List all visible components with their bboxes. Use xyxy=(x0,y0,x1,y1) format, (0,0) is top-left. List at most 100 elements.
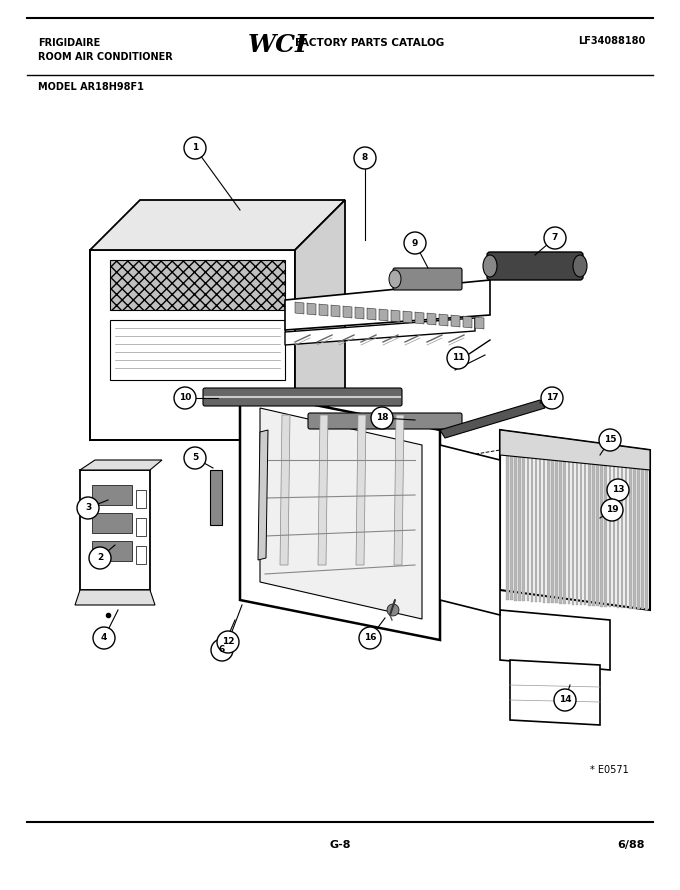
Circle shape xyxy=(77,497,99,519)
Polygon shape xyxy=(92,485,132,505)
Polygon shape xyxy=(440,445,500,615)
Polygon shape xyxy=(629,458,632,609)
Polygon shape xyxy=(427,313,436,325)
Polygon shape xyxy=(110,320,285,380)
Text: 13: 13 xyxy=(612,486,624,495)
Polygon shape xyxy=(518,451,521,601)
Text: 17: 17 xyxy=(545,393,558,402)
Circle shape xyxy=(404,232,426,254)
Text: 10: 10 xyxy=(179,393,191,402)
Polygon shape xyxy=(440,400,545,438)
Text: 1: 1 xyxy=(192,143,198,152)
Polygon shape xyxy=(260,408,422,619)
Polygon shape xyxy=(633,459,636,609)
Polygon shape xyxy=(451,315,460,327)
FancyBboxPatch shape xyxy=(487,252,583,280)
Polygon shape xyxy=(307,303,316,315)
Circle shape xyxy=(544,227,566,249)
Polygon shape xyxy=(588,456,590,606)
Text: 6/88: 6/88 xyxy=(617,840,645,850)
Polygon shape xyxy=(555,453,558,603)
Polygon shape xyxy=(596,457,598,606)
Polygon shape xyxy=(285,280,490,330)
Polygon shape xyxy=(475,317,484,329)
Text: 12: 12 xyxy=(222,637,234,646)
Polygon shape xyxy=(379,309,388,321)
Text: ROOM AIR CONDITIONER: ROOM AIR CONDITIONER xyxy=(38,52,173,62)
Text: 7: 7 xyxy=(551,233,558,242)
Text: FACTORY PARTS CATALOG: FACTORY PARTS CATALOG xyxy=(295,38,444,48)
Polygon shape xyxy=(500,430,650,470)
Text: FRIGIDAIRE: FRIGIDAIRE xyxy=(38,38,100,48)
Polygon shape xyxy=(625,458,628,609)
Circle shape xyxy=(354,147,376,169)
Bar xyxy=(136,546,146,564)
Circle shape xyxy=(184,447,206,469)
FancyBboxPatch shape xyxy=(393,268,462,290)
Polygon shape xyxy=(318,415,328,565)
Circle shape xyxy=(601,499,623,521)
Circle shape xyxy=(211,639,233,661)
Text: 8: 8 xyxy=(362,153,368,163)
Polygon shape xyxy=(75,590,155,605)
Polygon shape xyxy=(403,311,412,323)
Circle shape xyxy=(387,604,399,616)
Polygon shape xyxy=(530,452,533,602)
Polygon shape xyxy=(110,260,285,310)
Text: G-8: G-8 xyxy=(329,840,351,850)
Circle shape xyxy=(93,627,115,649)
Polygon shape xyxy=(80,470,150,590)
Circle shape xyxy=(359,627,381,649)
Polygon shape xyxy=(356,415,366,565)
FancyBboxPatch shape xyxy=(308,413,462,429)
Polygon shape xyxy=(613,457,615,608)
Text: 18: 18 xyxy=(376,414,388,423)
Text: 19: 19 xyxy=(606,506,618,514)
Polygon shape xyxy=(258,430,268,560)
Bar xyxy=(136,490,146,508)
Polygon shape xyxy=(319,304,328,316)
Polygon shape xyxy=(621,458,624,608)
Polygon shape xyxy=(526,451,529,602)
Text: 11: 11 xyxy=(452,353,464,362)
Polygon shape xyxy=(343,306,352,318)
Polygon shape xyxy=(564,454,566,604)
Ellipse shape xyxy=(483,255,497,277)
Polygon shape xyxy=(439,314,448,326)
Polygon shape xyxy=(559,454,562,603)
FancyBboxPatch shape xyxy=(203,388,402,406)
Polygon shape xyxy=(514,450,517,601)
Polygon shape xyxy=(463,316,472,328)
Text: 14: 14 xyxy=(559,695,571,705)
Circle shape xyxy=(554,689,576,711)
Text: 15: 15 xyxy=(604,435,616,444)
Polygon shape xyxy=(92,541,132,561)
Text: 5: 5 xyxy=(192,454,198,463)
Circle shape xyxy=(89,547,111,569)
Bar xyxy=(210,470,222,525)
Polygon shape xyxy=(522,451,525,601)
Text: MODEL AR18H98F1: MODEL AR18H98F1 xyxy=(38,82,144,92)
Circle shape xyxy=(371,407,393,429)
Text: 4: 4 xyxy=(101,634,107,643)
Polygon shape xyxy=(506,450,509,600)
Polygon shape xyxy=(355,307,364,319)
Circle shape xyxy=(599,429,621,451)
Polygon shape xyxy=(543,453,545,603)
Polygon shape xyxy=(572,455,574,604)
Polygon shape xyxy=(391,310,400,322)
Circle shape xyxy=(217,631,239,653)
Circle shape xyxy=(607,479,629,501)
Text: 9: 9 xyxy=(412,239,418,247)
Text: 3: 3 xyxy=(85,504,91,513)
Polygon shape xyxy=(500,610,610,670)
Polygon shape xyxy=(240,390,440,640)
Polygon shape xyxy=(331,305,340,317)
Polygon shape xyxy=(500,430,650,610)
Text: LF34088180: LF34088180 xyxy=(578,36,645,46)
Text: 16: 16 xyxy=(364,634,376,643)
Polygon shape xyxy=(580,455,582,605)
Polygon shape xyxy=(415,312,424,324)
Polygon shape xyxy=(576,455,578,605)
Polygon shape xyxy=(285,318,475,345)
